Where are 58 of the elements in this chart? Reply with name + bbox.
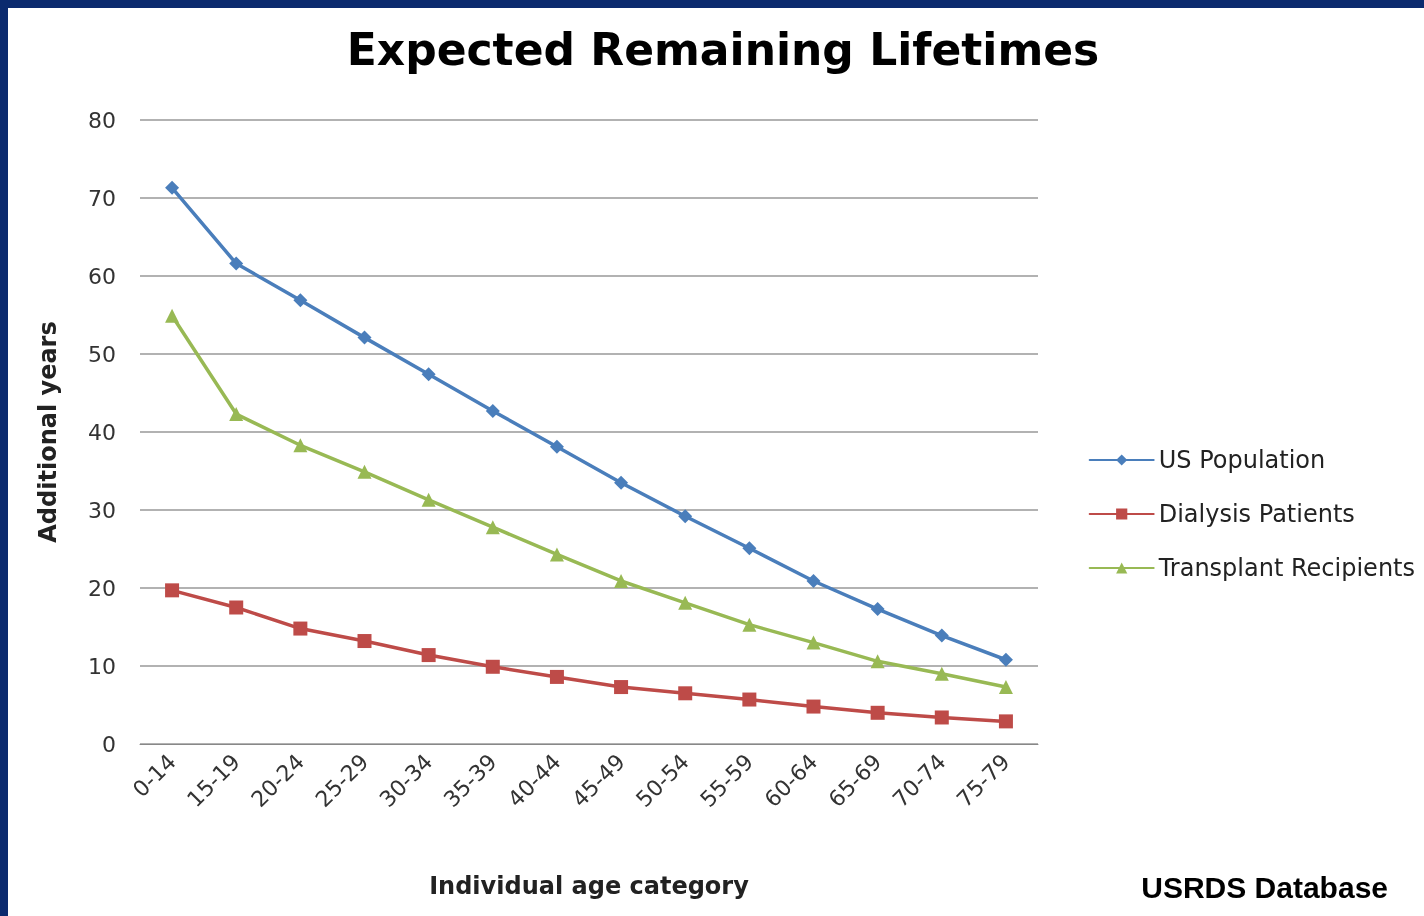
point — [421, 648, 436, 663]
point — [934, 710, 949, 725]
point — [485, 520, 500, 535]
y-tick-label: 70 — [88, 185, 116, 211]
y-tick-label: 0 — [102, 731, 116, 757]
point — [229, 256, 244, 271]
chart-title: Expected Remaining Lifetimes — [346, 23, 1100, 75]
point — [229, 600, 244, 615]
point — [870, 705, 885, 720]
point — [485, 403, 500, 418]
point — [614, 475, 629, 490]
point — [998, 652, 1013, 667]
legend-label: Dialysis Patients — [1158, 500, 1355, 528]
point — [678, 686, 693, 701]
y-tick-label: 60 — [88, 263, 116, 289]
point — [998, 680, 1013, 695]
point — [678, 595, 693, 610]
point — [806, 635, 821, 650]
point — [870, 602, 885, 617]
y-axis-title: Additional years — [34, 321, 62, 543]
point — [678, 509, 693, 524]
point — [293, 621, 308, 636]
legend-label: Transplant Recipients — [1157, 554, 1416, 582]
y-tick-label: 10 — [88, 653, 116, 679]
legend-label: US Population — [1158, 446, 1326, 474]
point — [165, 583, 180, 598]
point — [934, 628, 949, 643]
point — [742, 617, 757, 632]
y-tick-label: 30 — [88, 497, 116, 523]
point — [357, 464, 372, 479]
y-tick-label: 20 — [88, 575, 116, 601]
text: USRDS Database — [1141, 870, 1389, 904]
point — [549, 669, 564, 684]
point — [357, 634, 372, 649]
point — [293, 293, 308, 308]
point — [549, 439, 564, 454]
point — [549, 547, 564, 562]
point — [806, 699, 821, 714]
point — [742, 692, 757, 707]
point — [485, 659, 500, 674]
point — [165, 308, 180, 323]
point — [934, 666, 949, 681]
point — [614, 680, 629, 695]
point — [998, 714, 1013, 729]
point — [742, 541, 757, 556]
point — [806, 573, 821, 588]
point — [357, 330, 372, 345]
point — [293, 438, 308, 453]
x-axis-title: Individual age category — [429, 872, 750, 900]
point — [614, 573, 629, 588]
point — [229, 407, 244, 422]
point — [165, 180, 180, 195]
y-tick-label: 40 — [88, 419, 116, 445]
y-tick-label: 50 — [88, 341, 116, 367]
point — [421, 367, 436, 382]
point — [421, 492, 436, 507]
point — [870, 654, 885, 669]
y-tick-label: 80 — [88, 107, 116, 133]
